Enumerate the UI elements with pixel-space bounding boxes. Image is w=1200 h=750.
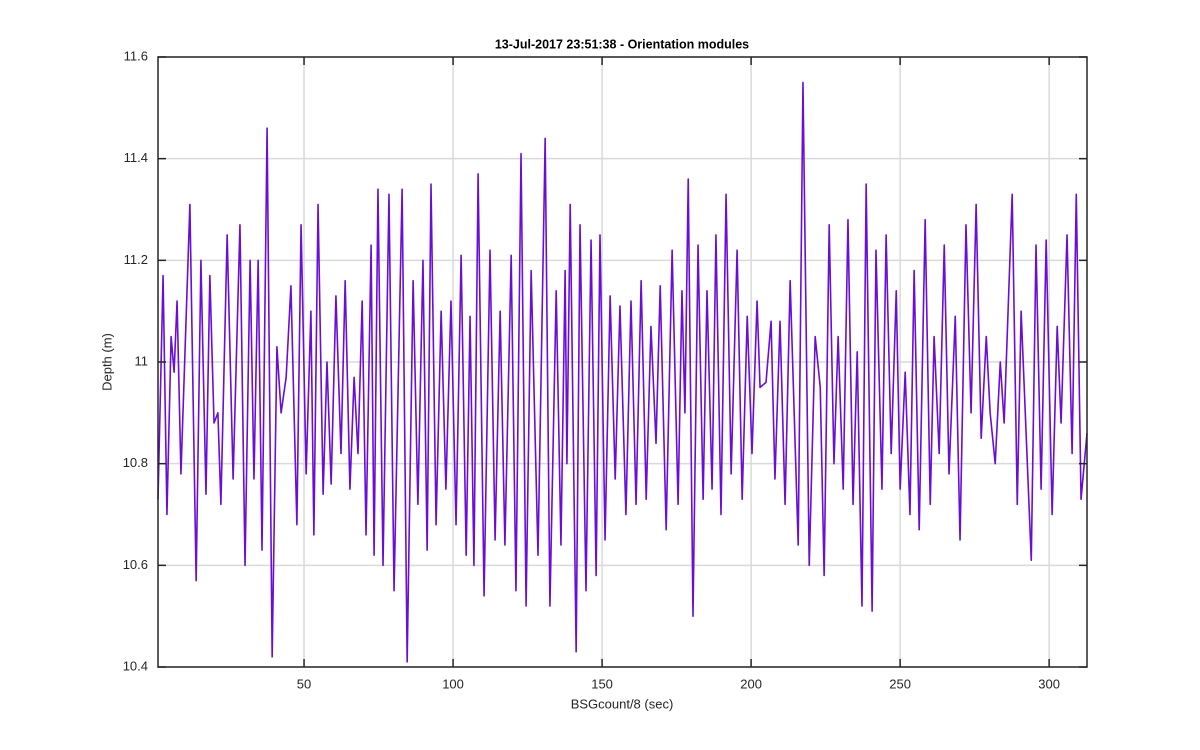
plot-area [157,81,1088,663]
y-axis-label: Depth (m) [99,333,114,391]
y-tick-label: 10.6 [123,557,148,572]
y-tick-label: 11.2 [124,252,148,267]
x-tick-label: 50 [297,676,311,691]
y-tick-label: 10.4 [123,658,148,673]
y-tick-label: 11.4 [124,150,148,165]
x-axis-label: BSGcount/8 (sec) [571,696,674,711]
x-tick-label: 100 [442,676,464,691]
x-tick-label: 300 [1038,676,1060,691]
y-tick-label: 11 [135,353,149,368]
data-line [157,81,1088,663]
x-tick-label: 150 [591,676,613,691]
x-tick-label: 250 [889,676,911,691]
chart-title: 13-Jul-2017 23:51:38 - Orientation modul… [495,37,749,51]
ticks: 50 100 150 200 250 300 10.4 10.6 10.8 11 11.2 11.4 1… [123,48,1087,691]
x-tick-label: 200 [740,676,762,691]
y-tick-label: 11.6 [124,48,148,63]
y-tick-label: 10.8 [123,455,148,470]
